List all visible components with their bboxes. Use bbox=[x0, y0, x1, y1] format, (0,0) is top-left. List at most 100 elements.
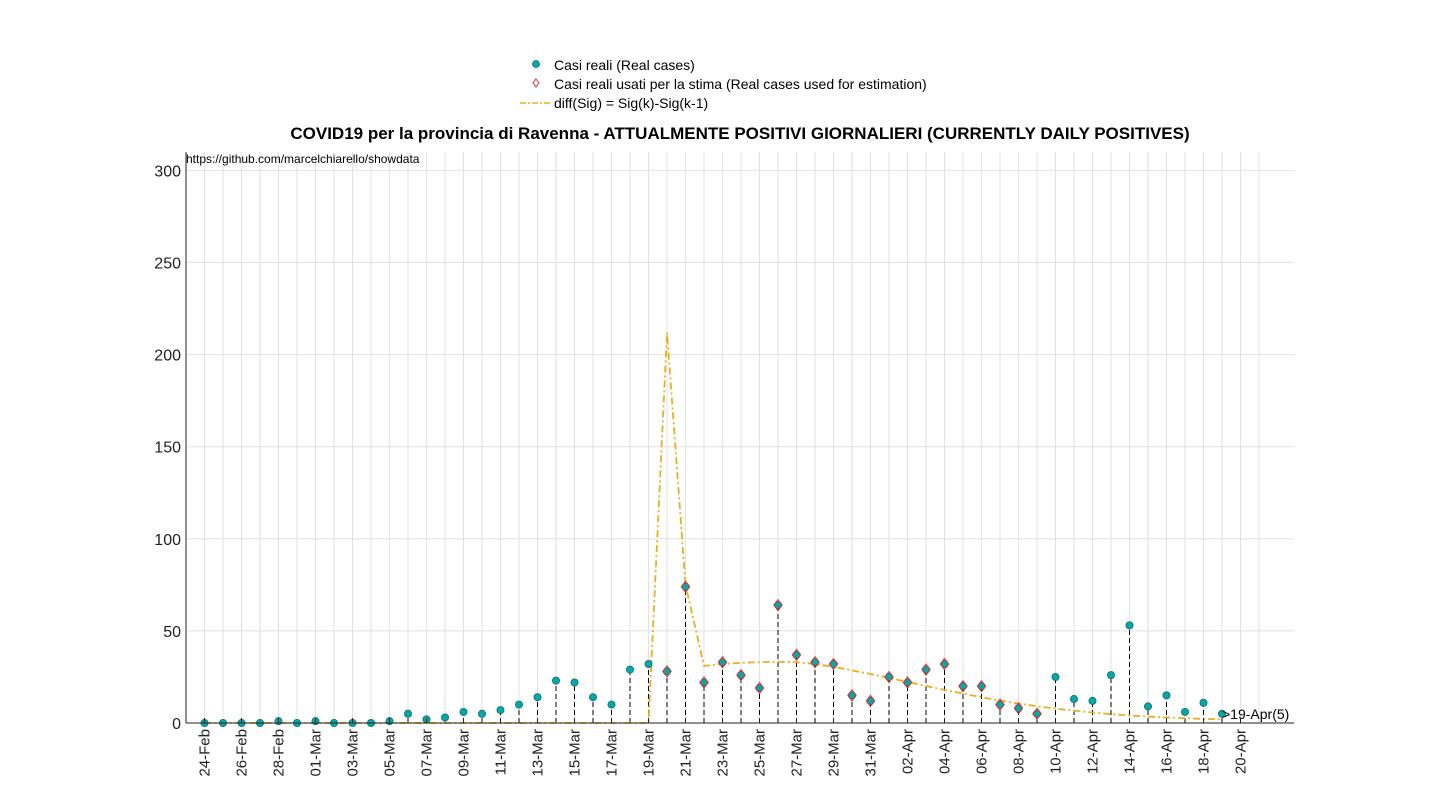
y-tick-label: 100 bbox=[154, 532, 181, 549]
source-url: https://github.com/marcelchiarello/showd… bbox=[186, 152, 420, 166]
x-tick-label: 15-Mar bbox=[567, 729, 584, 777]
x-tick-label: 16-Apr bbox=[1159, 729, 1176, 774]
x-tick-label: 04-Apr bbox=[937, 729, 954, 774]
real-case-point bbox=[496, 706, 505, 715]
y-tick-label: 50 bbox=[163, 624, 181, 641]
estimation-point bbox=[680, 580, 691, 594]
estimation-point bbox=[847, 689, 857, 702]
x-tick-label: 05-Mar bbox=[382, 729, 399, 777]
estimation-point bbox=[902, 676, 913, 689]
used-marker-swatch bbox=[512, 75, 552, 93]
x-tick-label: 28-Feb bbox=[271, 729, 288, 777]
real-case-point bbox=[1144, 702, 1153, 711]
estimation-point bbox=[754, 681, 765, 695]
x-tick-label: 21-Mar bbox=[678, 729, 695, 777]
legend-label-used: Casi reali usati per la stima (Real case… bbox=[554, 76, 927, 92]
x-tick-label: 07-Mar bbox=[419, 729, 436, 777]
stems bbox=[278, 586, 1223, 723]
estimation-point bbox=[662, 665, 672, 678]
chart-title: COVID19 per la provincia di Ravenna - AT… bbox=[290, 124, 1190, 143]
estimation-point bbox=[1013, 701, 1024, 715]
x-tick-label: 01-Mar bbox=[308, 729, 325, 777]
y-tick-label: 0 bbox=[172, 716, 181, 733]
estimation-point bbox=[884, 670, 894, 684]
diff-line-layer bbox=[204, 332, 1223, 724]
estimation-point bbox=[736, 668, 746, 682]
x-tick-label: 11-Mar bbox=[493, 729, 510, 775]
estimation-point bbox=[976, 679, 987, 693]
real-case-point bbox=[1051, 672, 1060, 681]
x-tick-label: 27-Mar bbox=[789, 729, 806, 777]
real-case-point bbox=[533, 693, 542, 702]
estimation-point bbox=[773, 598, 783, 612]
real-case-point bbox=[644, 660, 653, 669]
real-case-point bbox=[589, 693, 598, 702]
estimation-point bbox=[699, 676, 709, 689]
x-tick-label: 18-Apr bbox=[1196, 729, 1213, 774]
real-case-point bbox=[1162, 691, 1171, 700]
x-tick-label: 23-Mar bbox=[715, 729, 732, 777]
diff-sig-line bbox=[204, 332, 1223, 724]
estimation-point bbox=[1032, 707, 1042, 721]
markers bbox=[200, 580, 1227, 728]
real-case-point bbox=[403, 709, 412, 718]
real-case-point bbox=[1181, 707, 1190, 716]
estimation-point bbox=[828, 657, 839, 671]
real-case-point bbox=[515, 700, 524, 709]
diff-line-swatch bbox=[512, 94, 552, 112]
x-tick-label: 06-Apr bbox=[974, 729, 991, 774]
x-tick-label: 12-Apr bbox=[1085, 729, 1102, 774]
y-tick-label: 150 bbox=[154, 440, 181, 457]
x-tick-label: 19-Mar bbox=[641, 729, 658, 777]
real-case-point bbox=[626, 665, 635, 674]
real-case-point bbox=[1070, 695, 1079, 704]
x-tick-label: 13-Mar bbox=[530, 729, 547, 777]
real-case-point bbox=[440, 713, 449, 722]
y-tick-label: 250 bbox=[154, 256, 181, 273]
end-annotation: >19-Apr(5) bbox=[1222, 706, 1290, 722]
x-tick-label: 31-Mar bbox=[863, 729, 880, 777]
x-tick-label: 03-Mar bbox=[345, 729, 362, 777]
real-case-point bbox=[1218, 709, 1227, 718]
grid-lines bbox=[186, 152, 1294, 724]
x-tick-label: 14-Apr bbox=[1122, 729, 1139, 774]
x-tick-label: 25-Mar bbox=[752, 729, 769, 777]
x-tick-label: 08-Apr bbox=[1011, 729, 1028, 774]
x-tick-label: 09-Mar bbox=[456, 729, 473, 777]
real-case-point bbox=[459, 707, 468, 716]
real-case-point bbox=[607, 700, 616, 709]
estimation-point bbox=[921, 663, 931, 676]
axes bbox=[185, 152, 1294, 724]
real-marker-swatch bbox=[512, 56, 552, 74]
real-case-point bbox=[552, 676, 561, 685]
x-tick-label: 20-Apr bbox=[1233, 729, 1250, 774]
tick-labels: 0 50 100 150 200 250 300 24-Feb 26-Feb 28-Feb 01-M… bbox=[154, 163, 1249, 776]
estimation-point bbox=[995, 698, 1005, 711]
y-tick-label: 200 bbox=[154, 348, 181, 365]
y-tick-label: 300 bbox=[154, 163, 181, 180]
estimation-point bbox=[717, 655, 728, 669]
real-case-point bbox=[570, 678, 579, 687]
legend-item-diff: diff(Sig) = Sig(k)-Sig(k-1) bbox=[512, 94, 708, 112]
legend-item-real: Casi reali (Real cases) bbox=[512, 56, 695, 74]
estimation-point bbox=[810, 655, 820, 669]
real-case-point bbox=[1107, 671, 1116, 680]
estimation-point bbox=[939, 657, 950, 671]
x-tick-label: 17-Mar bbox=[604, 729, 621, 777]
real-case-point bbox=[477, 709, 486, 718]
legend: Casi reali (Real cases) Casi reali usati… bbox=[512, 56, 972, 114]
real-case-point bbox=[1125, 621, 1134, 630]
legend-item-used: Casi reali usati per la stima (Real case… bbox=[512, 75, 927, 93]
real-case-point bbox=[1088, 696, 1097, 705]
x-tick-label: 10-Apr bbox=[1048, 729, 1065, 774]
x-tick-label: 26-Feb bbox=[234, 729, 251, 777]
x-tick-label: 24-Feb bbox=[197, 729, 214, 777]
legend-label-real: Casi reali (Real cases) bbox=[554, 57, 695, 73]
real-case-point bbox=[1199, 698, 1208, 707]
estimation-point bbox=[791, 648, 802, 662]
x-tick-label: 29-Mar bbox=[826, 729, 843, 777]
x-tick-label: 02-Apr bbox=[900, 729, 917, 774]
estimation-point bbox=[958, 679, 968, 693]
legend-label-diff: diff(Sig) = Sig(k)-Sig(k-1) bbox=[554, 95, 709, 111]
